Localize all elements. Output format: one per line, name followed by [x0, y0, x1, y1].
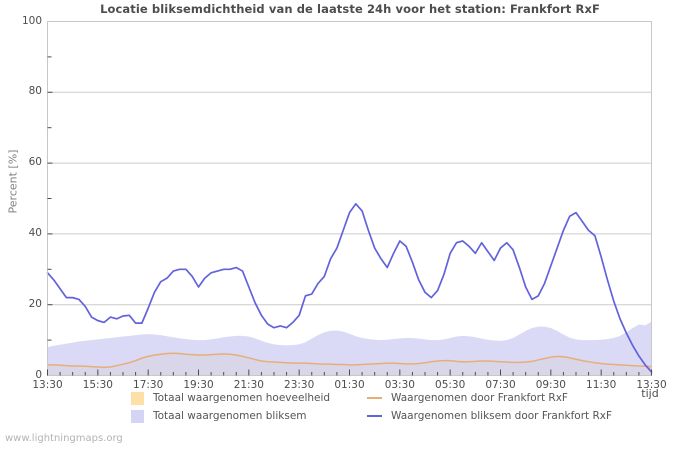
x-tick-label: 21:30: [233, 379, 264, 391]
y-tick-label: 100: [21, 14, 42, 27]
x-tick-label: 13:30: [32, 379, 63, 391]
legend-item-bliksem-door[interactable]: Waargenomen bliksem door Frankfort RxF: [367, 407, 612, 425]
x-tick-label: 09:30: [535, 379, 566, 391]
y-tick-label: 60: [28, 156, 42, 169]
x-tick-label: 23:30: [284, 379, 315, 391]
chart-legend: Totaal waargenomen hoeveelheid Waargenom…: [131, 389, 651, 425]
x-axis-label: tijd: [641, 387, 659, 400]
y-tick-label: 80: [28, 85, 42, 98]
x-tick-label: 15:30: [82, 379, 113, 391]
line-series-layer: [46, 202, 653, 373]
legend-label: Totaal waargenomen hoeveelheid: [153, 392, 331, 404]
legend-item-totaal-bliksem[interactable]: Totaal waargenomen bliksem: [131, 407, 367, 425]
x-tick-label: 07:30: [485, 379, 516, 391]
line-series: [46, 202, 653, 373]
legend-label: Waargenomen door Frankfort RxF: [391, 392, 568, 404]
legend-item-totaal-hoeveelheid[interactable]: Totaal waargenomen hoeveelheid: [131, 389, 367, 407]
y-tick-label: 0: [35, 368, 42, 381]
legend-item-waargenomen-door[interactable]: Waargenomen door Frankfort RxF: [367, 389, 568, 407]
y-tick-label: 20: [28, 297, 42, 310]
watermark: www.lightningmaps.org: [5, 433, 123, 444]
legend-label: Totaal waargenomen bliksem: [153, 410, 307, 422]
line-series: [46, 352, 653, 369]
legend-label: Waargenomen bliksem door Frankfort RxF: [391, 410, 613, 422]
x-tick-label: 13:30: [636, 379, 667, 391]
axis-ticks: [47, 56, 652, 376]
legend-swatch-area: [131, 391, 144, 405]
x-tick-label: 11:30: [586, 379, 617, 391]
y-tick-label: 40: [28, 226, 42, 239]
legend-swatch-line: [367, 397, 382, 399]
legend-row: Totaal waargenomen bliksem Waargenomen b…: [131, 407, 651, 425]
x-tick-label: 01:30: [334, 379, 365, 391]
grid-lines: [47, 91, 652, 306]
area-series-layer: [47, 321, 652, 376]
legend-swatch-area: [131, 409, 144, 423]
legend-row: Totaal waargenomen hoeveelheid Waargenom…: [131, 389, 651, 407]
x-tick-label: 17:30: [133, 379, 164, 391]
x-tick-label: 19:30: [183, 379, 214, 391]
area-series: [47, 321, 652, 376]
page-title: Locatie bliksemdichtheid van de laatste …: [100, 2, 600, 16]
x-tick-label: 05:30: [435, 379, 466, 391]
x-tick-label: 03:30: [384, 379, 415, 391]
legend-swatch-line: [367, 415, 382, 417]
